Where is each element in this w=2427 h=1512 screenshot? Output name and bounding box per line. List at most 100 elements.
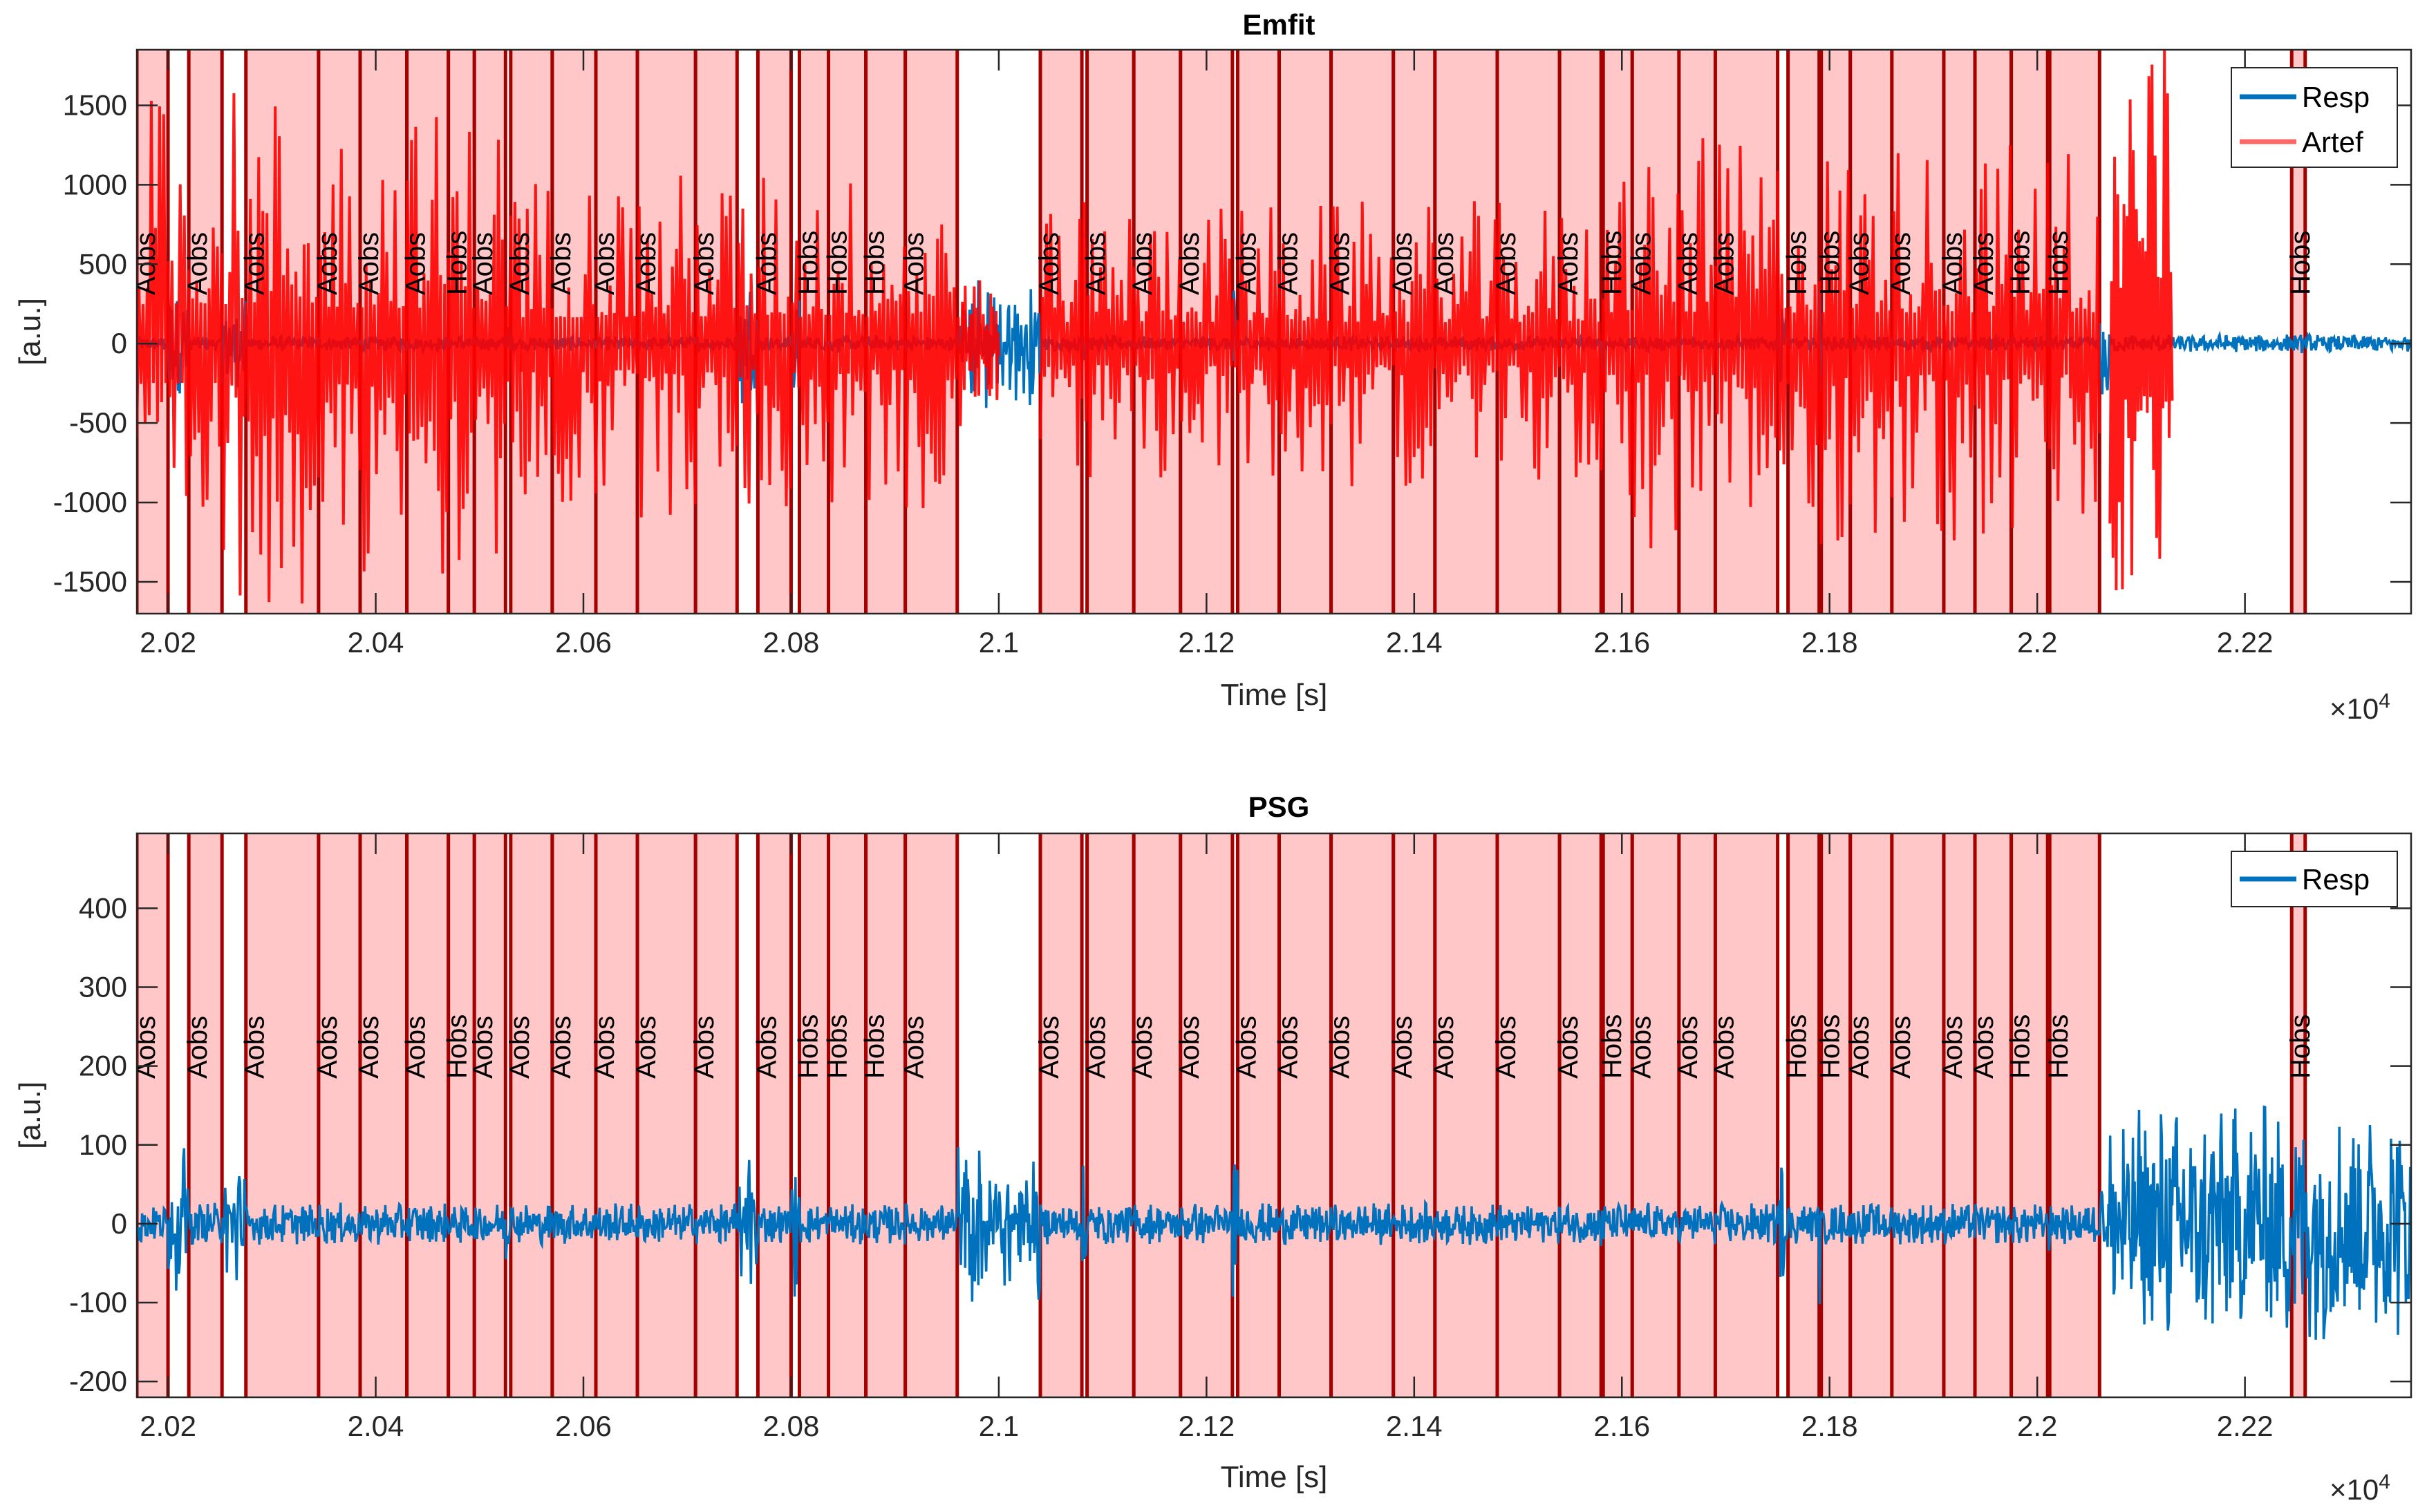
event-label: Hobs [442, 231, 473, 295]
event-region [1559, 833, 1602, 1397]
event-region [2292, 50, 2305, 614]
event-region [828, 833, 866, 1397]
x-tick-label: 2.08 [763, 1410, 820, 1442]
event-label: Aobs [689, 1016, 720, 1079]
event-label: Hobs [2285, 1014, 2316, 1079]
event-label: Hobs [860, 1014, 890, 1079]
event-region [1393, 833, 1435, 1397]
event-label: Aobs [1626, 1016, 1656, 1079]
x-tick-label: 2.14 [1386, 1410, 1443, 1442]
x-tick-label: 2.22 [2217, 1410, 2274, 1442]
event-label: Aobs [1127, 232, 1158, 295]
event-label: Aobs [1553, 232, 1584, 295]
event-label: Aobs [631, 232, 662, 295]
artefact-trace [961, 280, 1000, 400]
event-label: Hobs [793, 1014, 823, 1079]
psg-signal-layer [137, 1105, 2411, 1340]
event-region [318, 833, 360, 1397]
y-tick-label: 0 [111, 327, 127, 359]
event-label: Aobs [505, 232, 535, 295]
y-tick-label: 1500 [63, 88, 127, 121]
event-region [1040, 833, 1083, 1397]
event-label: Aobs [182, 232, 213, 295]
event-label: Aobs [1553, 1016, 1584, 1079]
event-region [474, 833, 506, 1397]
y-tick-label: 500 [79, 247, 127, 280]
x-tick-label: 2.04 [348, 1410, 404, 1442]
x-tick-label: 2.1 [979, 1410, 1019, 1442]
event-label: Aobs [401, 232, 431, 295]
event-label: Aobs [1938, 1016, 1968, 1079]
artefact-trace [317, 117, 523, 574]
artefact-trace [1039, 201, 1603, 486]
x-tick-label: 2.06 [555, 626, 612, 659]
event-label: Aobs [1938, 232, 1968, 295]
event-region [1180, 833, 1233, 1397]
event-label: Aobs [546, 1016, 577, 1079]
event-label: Aobs [468, 1016, 498, 1079]
emfit-event-label-layer: Aobs Aobs Aobs Aobs Aobs Aobs Hobs Aobs Aobs Aobs… [137, 231, 2316, 295]
event-label: Aobs [751, 1016, 782, 1079]
event-label: Aobs [590, 232, 620, 295]
event-region [758, 833, 791, 1397]
x-tick-label: 2.1 [979, 626, 1019, 659]
event-region [2011, 833, 2048, 1397]
event-label: Hobs [793, 231, 823, 295]
event-label: Aobs [1429, 232, 1459, 295]
psg-x-ticks: 2.02 2.04 2.06 2.08 2.1 2.12 2.14 2.16 2.18 2.2 2.… [140, 833, 2274, 1442]
event-label: Aobs [899, 232, 930, 295]
event-label: Aobs [240, 1016, 270, 1079]
x-tick-label: 2.18 [1801, 626, 1858, 659]
event-label: Aobs [1231, 1016, 1262, 1079]
event-label: Aobs [1491, 232, 1521, 295]
y-tick-label: 1000 [63, 168, 127, 200]
event-label: Aobs [1844, 1016, 1875, 1079]
x-tick-label: 2.06 [555, 1410, 612, 1442]
event-region [137, 833, 169, 1397]
event-label: Aobs [1127, 1016, 1158, 1079]
psg-legend[interactable]: Resp [2231, 851, 2398, 907]
event-region [1788, 833, 1819, 1397]
x-tick-label: 2.02 [140, 1410, 196, 1442]
event-region [2050, 833, 2100, 1397]
legend-artef-label: Artef [2302, 126, 2363, 158]
event-region [1821, 833, 1850, 1397]
event-label: Hobs [442, 1014, 473, 1079]
event-label: Aobs [1673, 232, 1703, 295]
event-label: Aobs [131, 1016, 161, 1079]
emfit-axes-box [135, 48, 2412, 615]
event-region [1850, 833, 1892, 1397]
x-tick-label: 2.16 [1593, 1410, 1650, 1442]
y-tick-label: -1000 [53, 486, 127, 518]
event-label: Aobs [1429, 1016, 1459, 1079]
event-region [637, 833, 696, 1397]
event-label: Aobs [546, 232, 577, 295]
event-label: Aobs [1273, 232, 1304, 295]
event-label: Hobs [1597, 231, 1627, 295]
y-tick-label: -500 [69, 406, 127, 439]
event-label: Aobs [689, 232, 720, 295]
psg-x-multiplier: ×104 [2330, 1471, 2390, 1506]
event-label: Hobs [2285, 231, 2316, 295]
emfit-xlabel: Time [s] [1221, 678, 1328, 712]
x-tick-label: 2.18 [1801, 1410, 1858, 1442]
artefact-trace [137, 93, 320, 604]
event-label: Aobs [1034, 232, 1065, 295]
event-region [1632, 833, 1679, 1397]
event-label: Aobs [1491, 1016, 1521, 1079]
emfit-legend[interactable]: Resp Artef [2231, 67, 2398, 168]
event-label: Aobs [631, 1016, 662, 1079]
event-label: Aobs [1081, 1016, 1112, 1079]
event-region [1603, 833, 1633, 1397]
event-label: Aobs [751, 232, 782, 295]
event-label: Aobs [354, 232, 384, 295]
event-label: Aobs [1844, 232, 1875, 295]
emfit-x-ticks: 2.02 2.04 2.06 2.08 2.1 2.12 2.14 2.16 2.18 2.2 2.… [140, 50, 2274, 659]
event-region [359, 833, 407, 1397]
y-tick-label: -1500 [53, 565, 127, 598]
event-label: Aobs [1387, 232, 1418, 295]
event-label: Hobs [2005, 231, 2036, 295]
